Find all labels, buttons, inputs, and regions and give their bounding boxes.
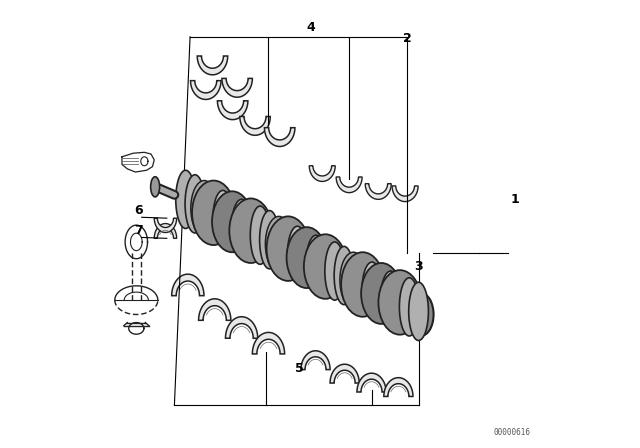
Ellipse shape [304,234,347,299]
PathPatch shape [309,166,335,181]
PathPatch shape [172,274,204,296]
Text: 2: 2 [403,31,412,45]
Ellipse shape [340,252,367,308]
Ellipse shape [191,181,218,236]
PathPatch shape [336,177,362,193]
Ellipse shape [260,211,279,269]
PathPatch shape [384,378,413,396]
PathPatch shape [301,351,330,370]
Ellipse shape [267,216,310,281]
PathPatch shape [225,317,258,338]
Ellipse shape [150,177,159,197]
Text: 5: 5 [296,362,304,375]
Ellipse shape [361,263,401,324]
Ellipse shape [250,206,270,264]
PathPatch shape [222,78,252,97]
PathPatch shape [252,332,285,354]
Ellipse shape [287,227,327,288]
PathPatch shape [191,81,221,99]
PathPatch shape [392,186,418,202]
PathPatch shape [154,224,177,238]
Ellipse shape [176,170,195,228]
PathPatch shape [240,116,270,135]
Text: 4: 4 [307,21,316,34]
Ellipse shape [334,246,354,305]
PathPatch shape [154,218,177,233]
Ellipse shape [287,226,307,280]
Text: 6: 6 [134,204,143,217]
Text: 3: 3 [414,260,423,273]
Ellipse shape [362,262,382,316]
Ellipse shape [415,302,428,327]
Ellipse shape [212,191,252,252]
Ellipse shape [325,242,344,300]
Text: 7: 7 [134,224,143,237]
PathPatch shape [197,56,228,75]
Text: 00000616: 00000616 [493,428,531,437]
PathPatch shape [198,299,231,320]
Ellipse shape [381,271,401,325]
Ellipse shape [409,282,428,340]
Ellipse shape [378,270,421,335]
Ellipse shape [232,199,252,253]
Ellipse shape [306,235,326,289]
Ellipse shape [229,198,273,263]
Ellipse shape [213,190,233,244]
PathPatch shape [264,128,295,146]
Ellipse shape [185,175,205,233]
PathPatch shape [357,373,386,392]
PathPatch shape [365,184,391,199]
Text: 1: 1 [511,193,519,206]
PathPatch shape [330,364,359,383]
Ellipse shape [192,181,235,245]
Ellipse shape [341,252,384,317]
Ellipse shape [399,278,419,336]
PathPatch shape [218,101,248,120]
Ellipse shape [409,293,433,336]
Ellipse shape [266,216,292,272]
